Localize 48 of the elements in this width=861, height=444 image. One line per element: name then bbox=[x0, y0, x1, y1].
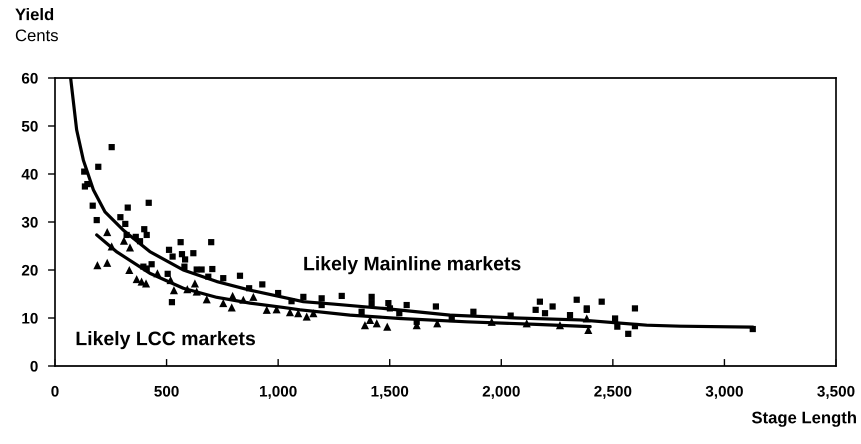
x-tick-label: 3,000 bbox=[706, 386, 743, 399]
series-label: Likely LCC markets bbox=[76, 331, 255, 350]
y-tick-label: 20 bbox=[22, 264, 38, 276]
point bbox=[93, 261, 102, 270]
point bbox=[202, 295, 211, 304]
point bbox=[166, 276, 175, 284]
point bbox=[103, 228, 112, 236]
x-tick-label: 500 bbox=[154, 386, 179, 397]
point bbox=[309, 309, 318, 318]
point bbox=[126, 243, 134, 252]
point bbox=[302, 312, 311, 321]
point bbox=[228, 292, 237, 300]
x-tick-label: 1,500 bbox=[372, 386, 408, 399]
point bbox=[103, 258, 112, 267]
y-tick-label: 50 bbox=[22, 120, 38, 132]
y-tick-label: 40 bbox=[22, 168, 38, 180]
point bbox=[183, 285, 192, 294]
point bbox=[132, 275, 141, 284]
point bbox=[522, 319, 531, 328]
point bbox=[170, 286, 178, 294]
y-tick-label: 60 bbox=[22, 72, 38, 84]
y-tick-label: 0 bbox=[30, 360, 38, 372]
point bbox=[228, 303, 236, 312]
point bbox=[249, 292, 258, 301]
y-tick-label: 10 bbox=[22, 312, 38, 324]
point bbox=[582, 314, 591, 323]
x-axis-title: Stage Length bbox=[752, 411, 856, 427]
x-tick-label: 2,000 bbox=[482, 386, 520, 399]
point bbox=[360, 321, 369, 330]
x-tick-label: 2,500 bbox=[594, 386, 632, 399]
y-axis-title: Yield Cents bbox=[15, 8, 58, 42]
point bbox=[125, 266, 134, 274]
point bbox=[262, 306, 271, 314]
x-tick-label: 0 bbox=[51, 386, 59, 397]
point bbox=[556, 321, 564, 330]
point bbox=[108, 242, 116, 251]
point bbox=[383, 322, 392, 331]
x-tick-label: 3,500 bbox=[817, 386, 854, 399]
point bbox=[219, 299, 228, 308]
point bbox=[153, 269, 162, 278]
point bbox=[120, 236, 128, 245]
point bbox=[372, 319, 381, 328]
x-tick-label: 1,000 bbox=[260, 386, 297, 399]
y-tick-label: 30 bbox=[22, 216, 38, 228]
point bbox=[190, 279, 199, 288]
point bbox=[192, 288, 201, 296]
point bbox=[488, 318, 496, 326]
series-label: Likely Mainline markets bbox=[304, 256, 520, 274]
